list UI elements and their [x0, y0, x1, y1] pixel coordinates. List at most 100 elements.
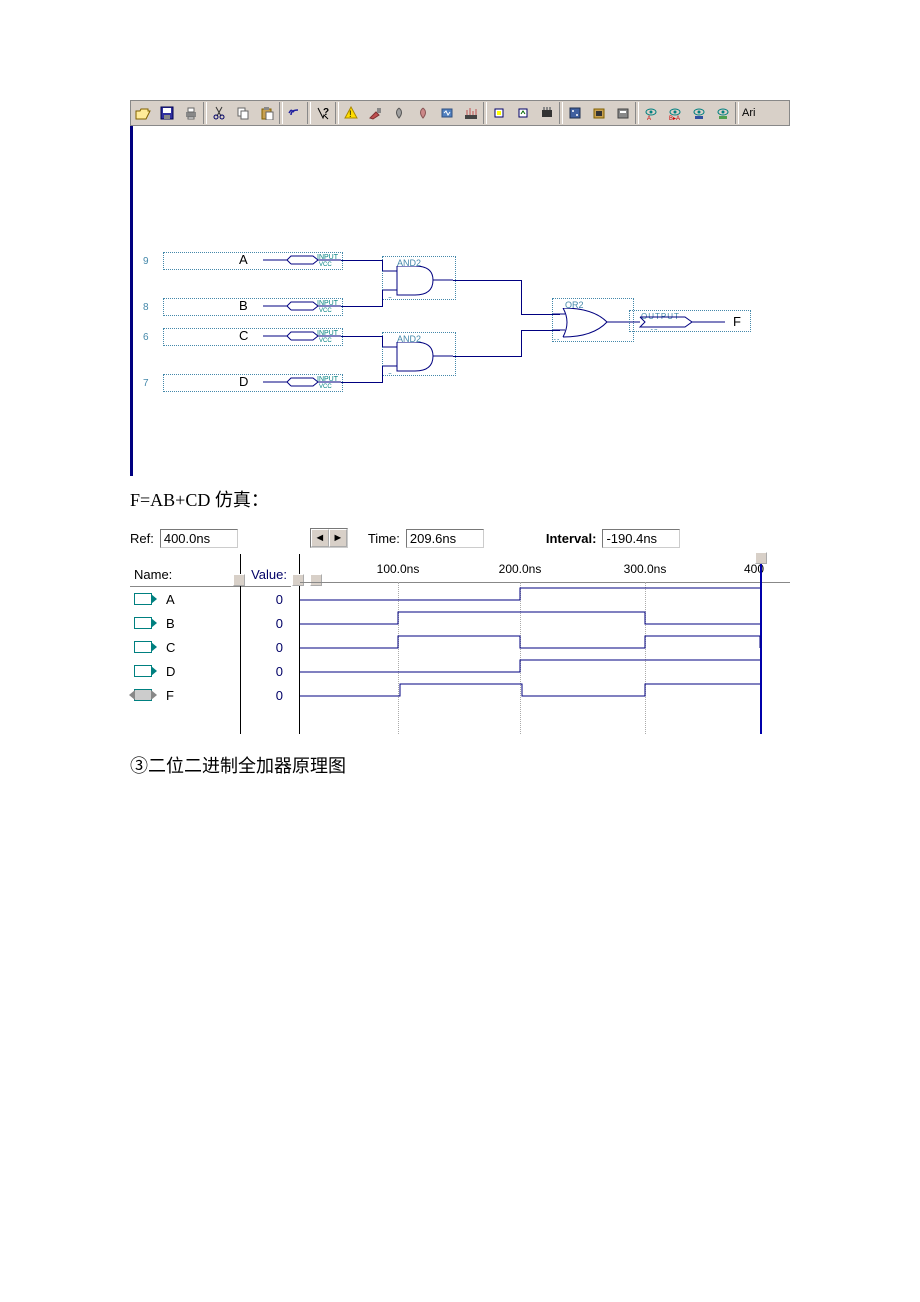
- help-icon[interactable]: ?: [311, 101, 335, 125]
- waveform-toolbar: Ref: 400.0ns ◄ ► Time: 209.6ns Interval:…: [130, 522, 790, 554]
- eye-icon-1[interactable]: A: [639, 101, 663, 125]
- board-icon-1[interactable]: [563, 101, 587, 125]
- waveform-plot-area[interactable]: 100.0ns 200.0ns 300.0ns 400: [300, 554, 790, 734]
- input-label-b: B: [239, 298, 248, 313]
- or-gate: 11: [553, 308, 635, 340]
- signal-value: 0: [241, 635, 291, 659]
- svg-text:INPUT: INPUT: [317, 300, 339, 307]
- input-signal-icon: [134, 641, 152, 653]
- wire: [382, 290, 383, 307]
- output-signal-icon: [134, 689, 152, 701]
- svg-text:A: A: [647, 116, 651, 120]
- tool-icon-2[interactable]: [387, 101, 411, 125]
- name-header: Name:: [130, 554, 240, 587]
- signal-row: B: [130, 611, 240, 635]
- print-icon[interactable]: [179, 101, 203, 125]
- pin-number: 9: [143, 256, 149, 267]
- tool-icon-5[interactable]: [459, 101, 483, 125]
- time-display: 209.6ns: [406, 529, 484, 548]
- and-gate-2: 2: [383, 342, 455, 374]
- nav-right-icon[interactable]: ►: [329, 529, 347, 547]
- wire: [341, 336, 383, 337]
- warning-icon[interactable]: !: [339, 101, 363, 125]
- signal-name: C: [166, 640, 175, 655]
- input-signal-icon: [134, 665, 152, 677]
- simulation-caption: F=AB+CD 仿真：: [130, 486, 790, 512]
- tool-icon-3[interactable]: [411, 101, 435, 125]
- svg-text:INPUT: INPUT: [317, 376, 339, 383]
- input-pin-shape: INPUTVCC: [263, 376, 345, 392]
- wire: [382, 260, 383, 271]
- output-label-f: F: [733, 314, 741, 329]
- save-icon[interactable]: [155, 101, 179, 125]
- chip-icon-2[interactable]: [511, 101, 535, 125]
- wire: [382, 366, 383, 383]
- ref-cursor-handle[interactable]: [755, 552, 767, 564]
- pin-number: 8: [143, 302, 149, 313]
- input-label-d: D: [239, 374, 248, 389]
- signal-name: F: [166, 688, 174, 703]
- signal-row: C: [130, 635, 240, 659]
- signal-name-column: Name: A B C D F: [130, 554, 241, 734]
- undo-icon[interactable]: [283, 101, 307, 125]
- toolbar: ? ! A B▸A Ari: [130, 100, 790, 126]
- input-label-a: A: [239, 252, 248, 267]
- time-axis: 100.0ns 200.0ns 300.0ns 400: [300, 554, 790, 583]
- copy-icon[interactable]: [231, 101, 255, 125]
- svg-text:2: 2: [388, 373, 392, 374]
- output-pin-shape: 12: [630, 316, 730, 330]
- nav-left-icon[interactable]: ◄: [311, 529, 329, 547]
- signal-name: B: [166, 616, 175, 631]
- pin-number: 6: [143, 332, 149, 343]
- value-header: Value:: [241, 554, 291, 587]
- signal-row: F: [130, 683, 240, 707]
- signal-value-column: Value: 0 0 0 0 0: [241, 554, 300, 734]
- wire: [453, 356, 521, 357]
- input-signal-icon: [134, 593, 152, 605]
- signal-waveform-f: [300, 678, 765, 702]
- eye-icon-4[interactable]: [711, 101, 735, 125]
- nav-arrows: ◄ ►: [310, 528, 348, 548]
- pin-number: 7: [143, 378, 149, 389]
- wire: [521, 280, 522, 314]
- interval-label: Interval:: [546, 531, 597, 546]
- time-tick: 300.0ns: [624, 562, 667, 576]
- signal-value: 0: [241, 611, 291, 635]
- board-icon-2[interactable]: [587, 101, 611, 125]
- svg-text:!: !: [349, 109, 352, 119]
- interval-display: -190.4ns: [602, 529, 680, 548]
- paste-icon[interactable]: [255, 101, 279, 125]
- input-pin-shape: INPUTVCC: [263, 330, 345, 346]
- cut-icon[interactable]: [207, 101, 231, 125]
- font-name-label: Ari: [739, 107, 758, 119]
- section-caption: ③二位二进制全加器原理图: [130, 752, 790, 778]
- svg-text:12: 12: [650, 329, 658, 330]
- signal-waveform-d: [300, 654, 765, 678]
- time-tick: 200.0ns: [499, 562, 542, 576]
- board-icon-3[interactable]: [611, 101, 635, 125]
- eye-icon-3[interactable]: [687, 101, 711, 125]
- input-pin-shape: INPUTVCC: [263, 254, 345, 270]
- tool-icon-4[interactable]: [435, 101, 459, 125]
- chip-icon-3[interactable]: [535, 101, 559, 125]
- time-tick: 100.0ns: [377, 562, 420, 576]
- signal-value: 0: [241, 683, 291, 707]
- signal-name: A: [166, 592, 175, 607]
- signal-name: D: [166, 664, 175, 679]
- svg-text:VCC: VCC: [319, 308, 332, 314]
- open-icon[interactable]: [131, 101, 155, 125]
- tool-icon-1[interactable]: [363, 101, 387, 125]
- ref-input[interactable]: 400.0ns: [160, 529, 238, 548]
- svg-text:INPUT: INPUT: [317, 254, 339, 261]
- signal-waveform-a: [300, 582, 765, 606]
- wire: [341, 382, 383, 383]
- eye-icon-2[interactable]: B▸A: [663, 101, 687, 125]
- wire: [453, 280, 521, 281]
- and-gate-1: 3: [383, 266, 455, 298]
- wire: [521, 330, 522, 357]
- svg-text:VCC: VCC: [319, 262, 332, 268]
- schematic-canvas: 9 A INPUTVCC 8 B INPUTVCC 6 C INPUTVCC 7…: [130, 126, 790, 476]
- svg-text:3: 3: [388, 297, 392, 298]
- chip-icon-1[interactable]: [487, 101, 511, 125]
- svg-text:INPUT: INPUT: [317, 330, 339, 337]
